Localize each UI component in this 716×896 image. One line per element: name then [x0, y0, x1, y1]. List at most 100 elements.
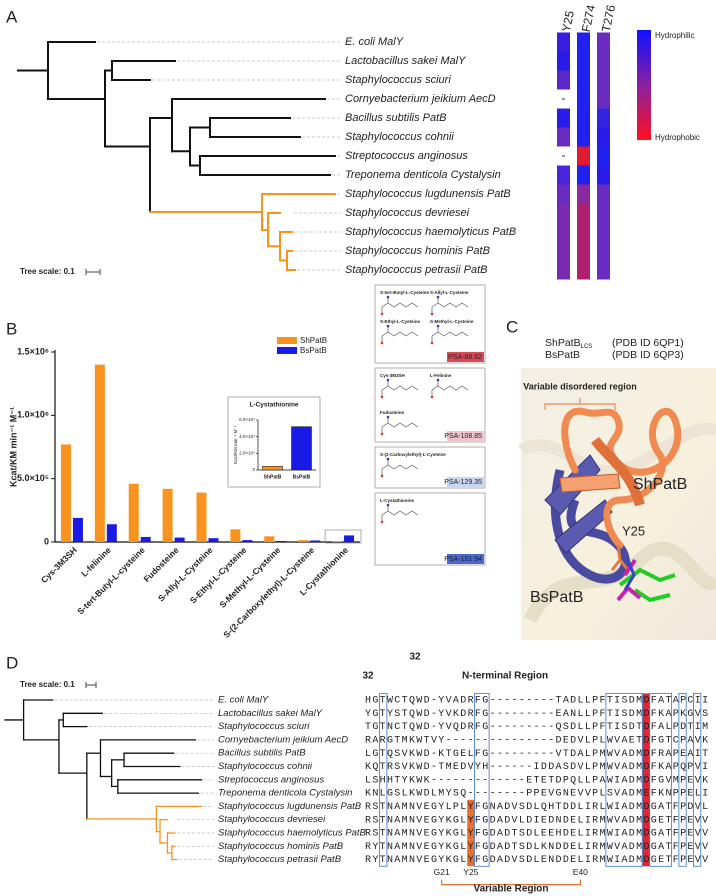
legend-name: ShPatB — [545, 337, 581, 349]
position-label: 32 — [409, 652, 421, 663]
position-label: 32 — [362, 671, 374, 682]
atom — [386, 324, 390, 328]
sequence: RARGTMKWTVY---------------DEDVLPLWVAETDF… — [365, 736, 708, 747]
sequence: RSTNAMNVEGYKGLYFGDADTSDLEEHDELIRMWIADMDG… — [365, 829, 708, 840]
variable-bracket — [441, 879, 581, 886]
atom — [430, 312, 434, 316]
species-label: Staphylococcus devriesei — [345, 207, 470, 219]
sequence: TGTNCTQWD-YVQDRFG---------QSDLLPFTISDTDF… — [365, 722, 708, 733]
bar — [344, 535, 355, 542]
compound-name: L-Felinine — [430, 373, 452, 378]
tree-scale: Tree scale: 0.1 — [20, 680, 75, 689]
sequence: LSHHTYKWK-------------ETETDPQLLPAWIADMDF… — [365, 775, 708, 786]
y-tick-label: 0 — [252, 467, 255, 472]
sequence: KQTRSVKWD-TMEDVYH------IDDASDVLPMWVADMDF… — [365, 762, 708, 773]
column-header: Y25 — [559, 9, 577, 33]
conservation-box — [678, 692, 687, 867]
sequence: KNLGSLKWDLMYSQ--------PPEVGNEVVPLSVADMEF… — [365, 789, 708, 800]
heatmap-cell — [577, 51, 590, 71]
heatmap-cell — [557, 165, 570, 185]
highlight-residue — [467, 813, 475, 827]
molecule-sketch — [431, 327, 469, 342]
heatmap-cell — [557, 51, 570, 71]
y-axis-label: Kcat/KM min⁻¹ M⁻¹ — [8, 407, 18, 487]
atom — [380, 312, 384, 316]
tree-scale: Tree scale: 0.1 — [20, 267, 75, 276]
bar — [208, 538, 219, 542]
sequence: RSTNAMNVEGYKGLYFGDADVLDIEDNDELIRMWVADMDG… — [365, 815, 708, 826]
heatmap-cell — [577, 222, 590, 242]
species-label: Streptococcus anginosus — [218, 774, 324, 785]
bar — [196, 492, 207, 542]
molecule-sketch — [381, 418, 419, 433]
species-label: Lactobacillus sakei MalY — [345, 55, 466, 67]
sequence: YGTYSTQWD-YVKDRFG---------EANLLPFTISDMDF… — [365, 709, 708, 720]
x-tick-label: BsPatB — [293, 474, 311, 480]
bar — [162, 488, 173, 542]
species-label: Staphylococcus hominis PatB — [345, 245, 490, 257]
heatmap-gap: - — [562, 91, 566, 105]
psa-badge — [447, 431, 484, 441]
atom — [430, 395, 434, 399]
bar — [230, 529, 241, 542]
heatmap-cell — [577, 260, 590, 280]
tree-scale-bar — [85, 682, 97, 688]
colorbar-label: Hydrophilic — [655, 31, 695, 40]
sequence: HGTWCTQWD-YVADRFG---------TADLLPFTISDMDF… — [365, 696, 708, 707]
atom — [380, 474, 384, 478]
bs-strand — [554, 499, 613, 554]
heatmap-cell — [557, 222, 570, 242]
bar — [262, 466, 283, 471]
heatmap-cell — [577, 127, 590, 147]
panel-label: A — [6, 7, 18, 26]
molecule-sketch — [381, 327, 419, 342]
bar — [128, 483, 139, 542]
panel-label: B — [6, 319, 17, 338]
legend-subscript: LCS — [581, 344, 593, 350]
x-tick-label: S-Methyl-L-Cysteine — [217, 545, 282, 610]
colorbar — [637, 30, 651, 140]
atom — [386, 295, 390, 299]
species-label: Staphylococcus cohnii — [218, 761, 313, 772]
heatmap-cell — [577, 32, 590, 52]
column-header: T276 — [599, 3, 618, 33]
heatmap-cell — [597, 165, 610, 185]
heatmap-cell — [597, 184, 610, 204]
species-label: Staphylococcus devriesei — [218, 814, 326, 825]
ligand — [618, 567, 676, 603]
legend-pdb: (PDB ID 6QP1) — [612, 337, 684, 349]
variable-label: Variable Region — [473, 884, 548, 895]
psa-label: PSA-151.94 — [444, 556, 482, 563]
heatmap-gap: - — [562, 148, 566, 162]
region-label: Variable disordered region — [523, 381, 637, 391]
heatmap-cell — [557, 127, 570, 147]
region-title: N-terminal Region — [462, 671, 548, 682]
bar — [106, 524, 117, 542]
structure-box — [374, 367, 486, 443]
psa-badge — [447, 554, 484, 564]
heatmap-cell — [597, 51, 610, 71]
x-tick-label: S-Ethyl-L-Cysteine — [188, 545, 249, 606]
heatmap-cell — [597, 32, 610, 52]
heatmap-cell — [597, 203, 610, 223]
atom — [436, 295, 440, 299]
compound-name: S-tert-Butyl-L-Cysteine — [380, 290, 430, 295]
heatmap-cell — [597, 260, 610, 280]
species-label: Lactobacillus sakei MalY — [218, 708, 323, 719]
compound-name: Fudosteine — [380, 410, 404, 415]
legend-swatch — [277, 347, 297, 354]
atom — [380, 395, 384, 399]
heatmap-cell — [577, 203, 590, 223]
molecule-sketch — [381, 506, 419, 521]
y-tick-label: 2.0×10⁴ — [239, 451, 255, 456]
x-tick-label: L-felinine — [79, 545, 113, 579]
atom — [386, 457, 390, 461]
residue-label: E40 — [573, 867, 588, 877]
zoom-box — [324, 529, 362, 544]
compound-name: S-Allyl-L-Cysteine — [430, 290, 469, 295]
sh-strand — [559, 473, 621, 493]
atom — [386, 378, 390, 382]
heatmap-cell — [557, 32, 570, 52]
residue-label: G21 — [434, 867, 450, 877]
